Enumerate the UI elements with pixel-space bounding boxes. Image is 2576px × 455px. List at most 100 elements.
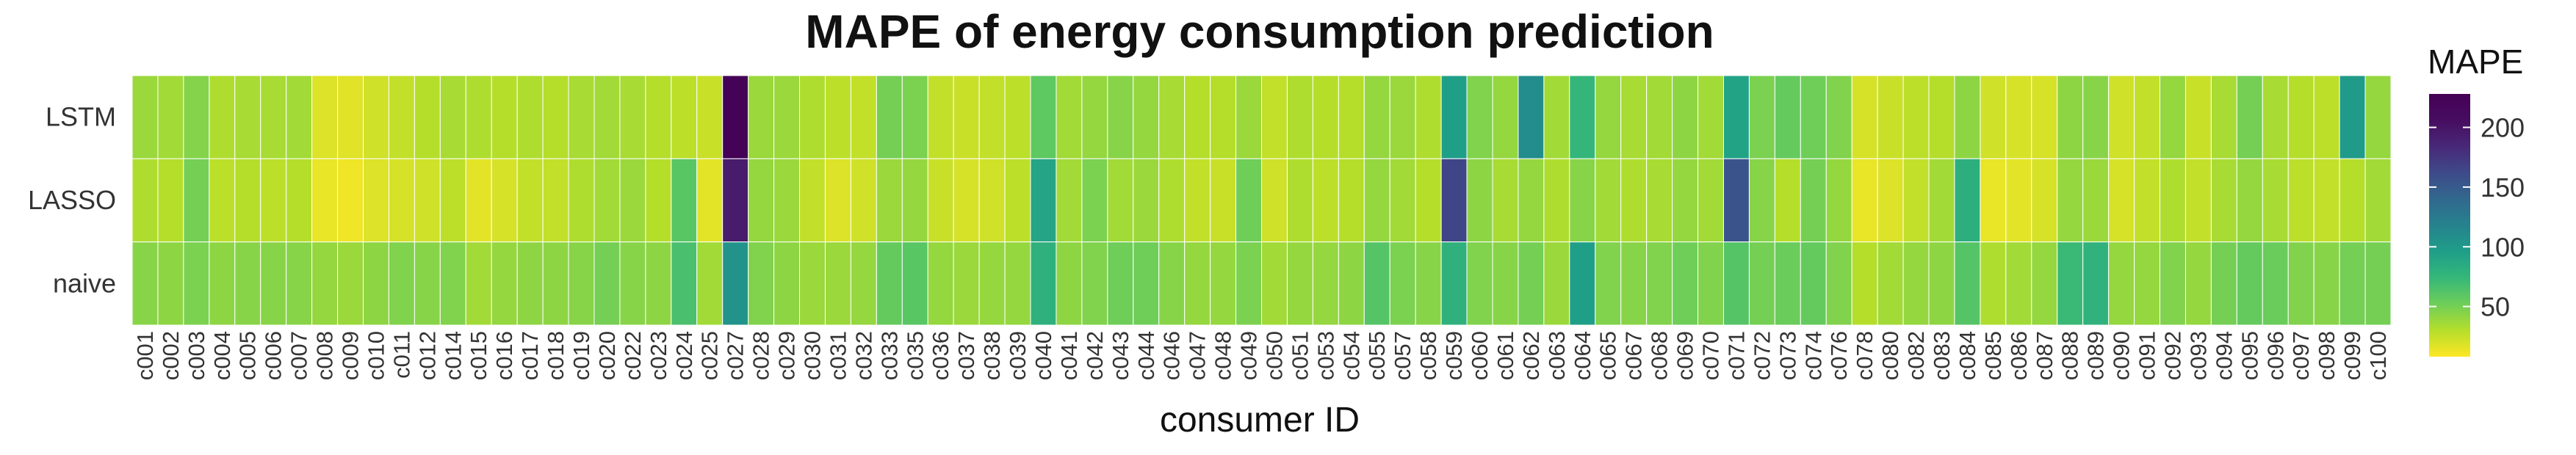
x-tick-label: c038 [979, 331, 1005, 380]
heatmap-cell [2364, 75, 2392, 159]
heatmap-cell [1466, 241, 1493, 326]
heatmap-cell [1722, 75, 1750, 159]
x-tick-label: c046 [1159, 331, 1185, 380]
heatmap-cell [1774, 158, 1801, 243]
heatmap-cell [1415, 158, 1442, 243]
heatmap-cell [1235, 241, 1263, 326]
x-tick-label: c003 [184, 331, 209, 380]
heatmap-cell [1543, 75, 1570, 159]
heatmap-cell [696, 241, 724, 326]
heatmap-cell [594, 75, 621, 159]
heatmap-cell [1107, 158, 1134, 243]
x-tick-label: c091 [2135, 331, 2160, 380]
heatmap-cell [1646, 75, 1673, 159]
x-tick-label: c004 [209, 331, 235, 380]
heatmap-cell [1646, 241, 1673, 326]
x-tick-label: c094 [2211, 331, 2237, 380]
heatmap-cell [901, 158, 928, 243]
heatmap-cell [2108, 241, 2135, 326]
heatmap-cell [2108, 75, 2135, 159]
heatmap-cell [1954, 75, 1981, 159]
heatmap-cell [696, 158, 724, 243]
x-tick-label: c037 [953, 331, 979, 380]
x-tick-label: c078 [1852, 331, 1877, 380]
heatmap-cell [1518, 158, 1545, 243]
x-tick-label: c062 [1518, 331, 1544, 380]
x-tick-label: c001 [132, 331, 158, 380]
heatmap-cell [311, 158, 339, 243]
heatmap-cell [953, 75, 980, 159]
heatmap-cell [1081, 75, 1108, 159]
heatmap-cell [1389, 241, 1416, 326]
heatmap-cell [1877, 75, 1904, 159]
heatmap-cell [1722, 158, 1750, 243]
x-tick-label: c017 [517, 331, 543, 380]
heatmap-cell [1877, 158, 1904, 243]
heatmap-cell [209, 158, 236, 243]
x-tick-label: c008 [312, 331, 338, 380]
heatmap-cell [1492, 241, 1519, 326]
x-tick-label: c084 [1955, 331, 1980, 380]
heatmap-cell [1415, 241, 1442, 326]
heatmap-cell [311, 241, 339, 326]
x-tick-label: c093 [2185, 331, 2211, 380]
heatmap-cell [1748, 158, 1775, 243]
colorbar-tick-label: 50 [2481, 292, 2510, 322]
heatmap-cell [876, 241, 903, 326]
x-tick-label: c059 [1441, 331, 1467, 380]
x-tick-label: c090 [2109, 331, 2135, 380]
heatmap-cell [2287, 241, 2315, 326]
heatmap-cell [850, 241, 877, 326]
heatmap-cell [594, 158, 621, 243]
heatmap-cell [1210, 241, 1237, 326]
x-tick-label: c054 [1338, 331, 1364, 380]
x-tick-label: c012 [414, 331, 440, 380]
heatmap-cell [1698, 75, 1724, 159]
x-tick-label: c088 [2057, 331, 2083, 380]
heatmap-cell [1980, 241, 2007, 326]
heatmap-cell [1030, 241, 1057, 326]
heatmap-cell [1825, 241, 1852, 326]
heatmap-cell [799, 158, 826, 243]
heatmap-cell [1672, 158, 1699, 243]
heatmap-cell [1595, 75, 1622, 159]
heatmap-cell [1312, 241, 1339, 326]
heatmap-cell [542, 75, 569, 159]
heatmap-cell [1363, 241, 1390, 326]
heatmap-cell [1415, 75, 1442, 159]
heatmap-cell [2262, 75, 2289, 159]
heatmap-cell [2005, 241, 2032, 326]
x-tick-label: c073 [1775, 331, 1800, 380]
heatmap-cell [2262, 241, 2289, 326]
heatmap-cell [722, 158, 749, 243]
colorbar [2429, 94, 2470, 357]
heatmap-cell [1492, 75, 1519, 159]
heatmap-cell [1133, 158, 1160, 243]
heatmap-cell [1698, 241, 1724, 326]
heatmap-cell [1363, 158, 1390, 243]
heatmap-cell [1056, 241, 1083, 326]
heatmap-cell [927, 158, 954, 243]
heatmap-cell [978, 241, 1006, 326]
colorbar-tick-label: 200 [2481, 113, 2525, 143]
heatmap-cell [414, 241, 441, 326]
x-tick-label: c064 [1570, 331, 1595, 380]
heatmap-cell [1312, 75, 1339, 159]
heatmap-cell [671, 158, 698, 243]
heatmap-cell [131, 75, 159, 159]
heatmap-cell [260, 241, 287, 326]
heatmap-cell [2236, 75, 2263, 159]
heatmap-cell [439, 158, 466, 243]
x-tick-label: c035 [902, 331, 928, 380]
heatmap-cell [1902, 241, 1930, 326]
heatmap-cell [2160, 75, 2186, 159]
heatmap-cell [824, 241, 851, 326]
x-tick-label: c065 [1595, 331, 1621, 380]
heatmap-cell [645, 241, 672, 326]
heatmap-cell [1800, 241, 1827, 326]
x-tick-label: c044 [1133, 331, 1159, 380]
x-tick-label: c071 [1723, 331, 1749, 380]
heatmap-cell [927, 75, 954, 159]
heatmap-cell [619, 241, 646, 326]
heatmap-cell [2160, 158, 2186, 243]
